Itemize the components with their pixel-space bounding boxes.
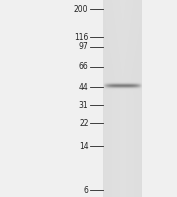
Text: 66: 66 (79, 62, 88, 71)
Text: 116: 116 (74, 33, 88, 42)
Text: 44: 44 (79, 83, 88, 92)
Text: 6: 6 (84, 186, 88, 195)
Text: 31: 31 (79, 101, 88, 110)
Text: 200: 200 (74, 5, 88, 14)
Text: 22: 22 (79, 119, 88, 128)
Text: 97: 97 (79, 42, 88, 51)
Text: 14: 14 (79, 142, 88, 151)
